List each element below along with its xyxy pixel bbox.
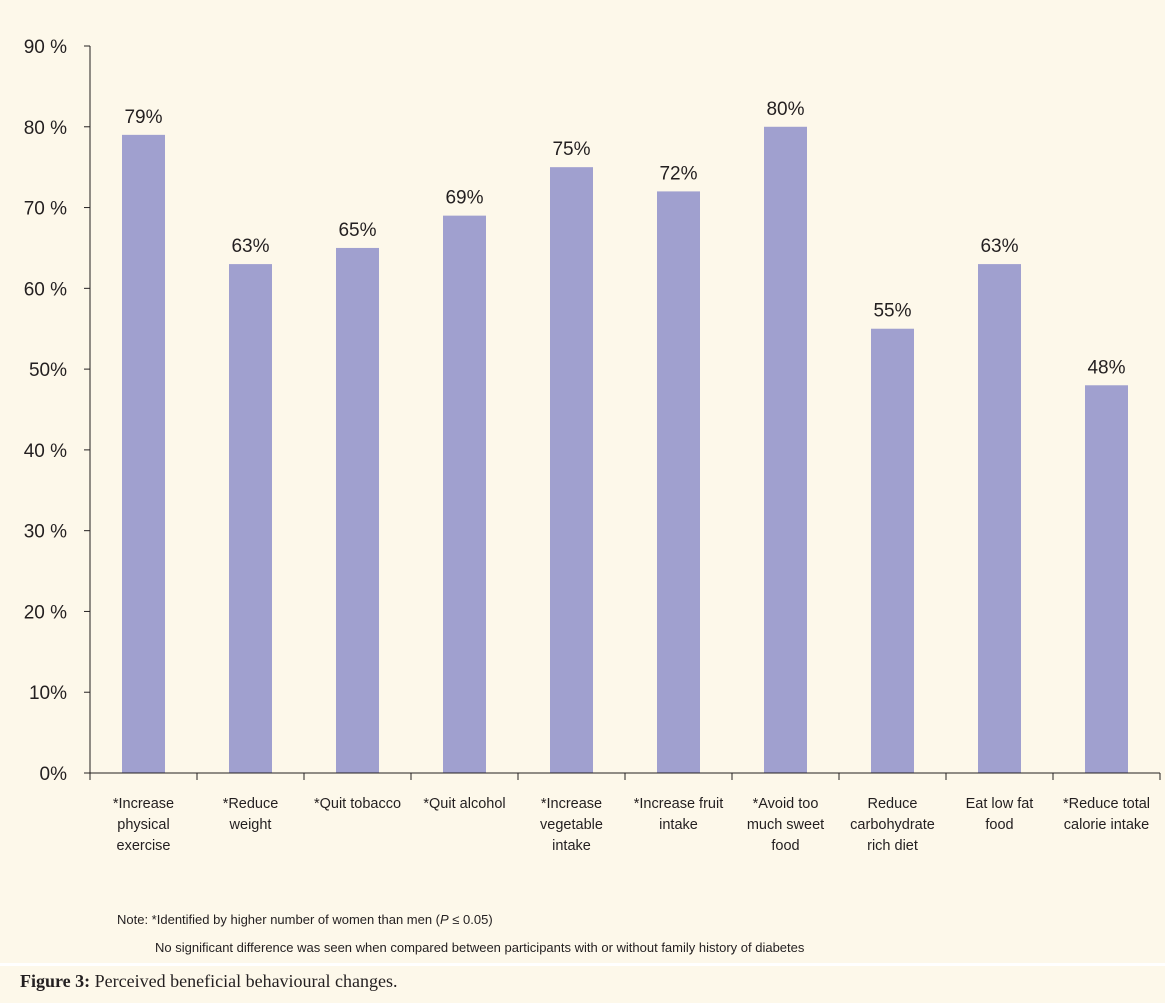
category-label: weight	[229, 817, 272, 833]
category-label: food	[771, 838, 799, 854]
y-tick-label: 70 %	[24, 199, 67, 220]
figure-caption: Figure 3: Perceived beneficial behaviour…	[20, 971, 398, 992]
bar-value-label: 48%	[1087, 357, 1125, 378]
caption-label: Figure 3:	[20, 971, 91, 991]
bar-value-label: 55%	[873, 301, 911, 322]
category-label: *Quit tobacco	[314, 796, 401, 812]
bar	[336, 247, 379, 773]
y-tick-labels-group: 0% 10% 20 % 30 % 40 % 50% 60 % 70 % 80 % 90 %	[24, 37, 67, 785]
bar-value-label: 79%	[124, 107, 162, 128]
bar-value-label: 63%	[980, 236, 1018, 257]
bar-value-label: 69%	[445, 188, 483, 209]
y-tick-label: 20 %	[24, 602, 67, 623]
bar-value-label: 75%	[552, 139, 590, 160]
bar-value-label: 80%	[766, 99, 804, 120]
bar	[657, 191, 700, 773]
category-label: much sweet	[747, 817, 824, 833]
category-label: Eat low fat	[966, 796, 1034, 812]
bar	[229, 264, 272, 773]
bars-group	[122, 126, 1128, 774]
value-labels-group: 79% 63% 65% 69% 75% 72% 80% 55% 63% 48%	[124, 99, 1125, 378]
bar	[1085, 385, 1128, 773]
y-tick-label: 30 %	[24, 522, 67, 543]
category-label: carbohydrate	[850, 817, 935, 833]
category-label: physical	[117, 817, 169, 833]
note-prefix: Note: *Identified by higher number of wo…	[117, 912, 441, 927]
bar-value-label: 63%	[231, 236, 269, 257]
category-label: exercise	[117, 838, 171, 854]
category-label: food	[985, 817, 1013, 833]
category-label: rich diet	[867, 838, 918, 854]
category-label: intake	[552, 838, 591, 854]
category-label: *Reduce total	[1063, 796, 1150, 812]
category-label: intake	[659, 817, 698, 833]
bar	[978, 264, 1021, 773]
y-tick-label: 90 %	[24, 37, 67, 58]
bar	[764, 126, 807, 774]
y-tick-label: 60 %	[24, 279, 67, 300]
bar	[122, 134, 165, 773]
category-labels-group: *Increase physical exercise *Reduce weight *Q…	[113, 796, 1150, 854]
note-p-symbol: P	[440, 912, 449, 927]
y-tick-label: 0%	[40, 764, 68, 785]
y-tick-label: 40 %	[24, 441, 67, 462]
category-label: *Increase	[113, 796, 174, 812]
note-line-2: No significant difference was seen when …	[155, 940, 805, 955]
y-tick-label: 10%	[29, 683, 67, 704]
bar	[871, 328, 914, 773]
y-tick-label: 50%	[29, 360, 67, 381]
bar-value-label: 65%	[338, 220, 376, 241]
y-tick-label: 80 %	[24, 118, 67, 139]
category-label: *Increase	[541, 796, 602, 812]
note-suffix: ≤ 0.05)	[448, 912, 493, 927]
caption-divider	[0, 963, 1165, 966]
category-label: *Increase fruit	[634, 796, 723, 812]
bar	[443, 215, 486, 774]
category-label: calorie intake	[1064, 817, 1149, 833]
category-label: vegetable	[540, 817, 603, 833]
bar	[550, 167, 593, 773]
bar-value-label: 72%	[659, 163, 697, 184]
category-label: *Avoid too	[753, 796, 819, 812]
category-label: *Quit alcohol	[423, 796, 505, 812]
caption-text: Perceived beneficial behavioural changes…	[90, 971, 398, 991]
note-line-1: Note: *Identified by higher number of wo…	[117, 912, 493, 927]
category-label: *Reduce	[223, 796, 279, 812]
category-label: Reduce	[868, 796, 918, 812]
axes-group	[84, 45, 1161, 780]
